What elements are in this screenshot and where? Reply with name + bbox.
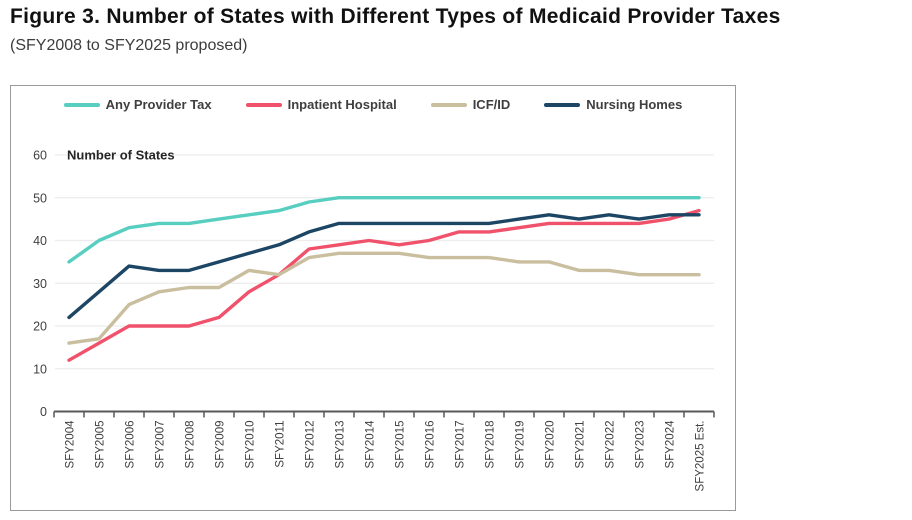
legend-label-nursing-homes: Nursing Homes bbox=[586, 97, 683, 112]
legend-item-icf-id: ICF/ID bbox=[430, 97, 511, 112]
x-tick-label: SFY2011 bbox=[275, 421, 287, 468]
chart-legend: Any Provider Tax Inpatient Hospital ICF/… bbox=[11, 97, 735, 112]
x-tick-label: SFY2007 bbox=[155, 421, 167, 469]
x-tick-label: SFY2012 bbox=[305, 421, 317, 469]
x-tick-label: SFY2023 bbox=[635, 421, 647, 469]
x-tick-label: SFY2021 bbox=[575, 421, 587, 469]
y-tick-label: 30 bbox=[33, 277, 47, 291]
legend-swatch-nursing-homes bbox=[544, 102, 581, 107]
y-tick-label: 0 bbox=[40, 405, 47, 419]
x-tick-label: SFY2018 bbox=[485, 421, 497, 469]
gridlines bbox=[55, 154, 714, 370]
x-tick-label: SFY2019 bbox=[515, 421, 527, 469]
x-tick-label: SFY2014 bbox=[365, 420, 377, 469]
x-tick-label: SFY2024 bbox=[665, 420, 677, 469]
x-tick-label: SFY2016 bbox=[425, 421, 437, 469]
y-tick-label: 20 bbox=[33, 320, 47, 334]
legend-swatch-inpatient-hospital bbox=[245, 102, 282, 107]
chart-container: Any Provider Tax Inpatient Hospital ICF/… bbox=[10, 85, 736, 511]
x-tick-label: SFY2020 bbox=[545, 421, 557, 469]
legend-item-any-provider-tax: Any Provider Tax bbox=[63, 97, 212, 112]
legend-item-inpatient-hospital: Inpatient Hospital bbox=[245, 97, 397, 112]
legend-swatch-any-provider-tax bbox=[63, 102, 100, 107]
x-tick-label: SFY2025 Est. bbox=[695, 421, 707, 492]
y-tick-label: 40 bbox=[33, 234, 47, 248]
x-axis-tick-labels: SFY2004 SFY2005 SFY2006 SFY2007 SFY2008 SFY20… bbox=[65, 420, 707, 492]
line-any-provider-tax bbox=[67, 195, 701, 264]
x-tick-label: SFY2010 bbox=[245, 421, 257, 469]
figure-subtitle: (SFY2008 to SFY2025 proposed) bbox=[10, 37, 248, 54]
legend-swatch-icf-id bbox=[430, 102, 467, 107]
x-tick-label: SFY2013 bbox=[335, 421, 347, 469]
legend-label-icf-id: ICF/ID bbox=[472, 97, 511, 112]
line-icf-id bbox=[67, 251, 701, 345]
x-tick-label: SFY2015 bbox=[395, 421, 407, 469]
x-tick-label: SFY2004 bbox=[65, 420, 77, 469]
x-tick-label: SFY2009 bbox=[215, 421, 227, 469]
x-tick-label: SFY2006 bbox=[125, 421, 137, 469]
x-tick-label: SFY2008 bbox=[185, 421, 197, 469]
y-tick-label: 60 bbox=[33, 149, 47, 163]
line-inpatient-hospital bbox=[67, 208, 701, 362]
legend-item-nursing-homes: Nursing Homes bbox=[544, 97, 682, 112]
x-tick-label: SFY2022 bbox=[605, 421, 617, 469]
y-tick-label: 50 bbox=[33, 191, 47, 205]
legend-label-any-provider-tax: Any Provider Tax bbox=[105, 97, 212, 112]
figure-title: Figure 3. Number of States with Differen… bbox=[10, 5, 781, 28]
line-nursing-homes bbox=[67, 213, 701, 320]
x-tick-label: SFY2017 bbox=[455, 421, 467, 469]
y-axis-tick-labels: 0 10 20 30 40 50 60 bbox=[33, 149, 47, 420]
legend-label-inpatient-hospital: Inpatient Hospital bbox=[287, 97, 397, 112]
x-axis bbox=[53, 410, 715, 418]
y-axis-title: Number of States bbox=[67, 148, 175, 163]
x-tick-label: SFY2005 bbox=[95, 421, 107, 469]
y-tick-label: 10 bbox=[33, 362, 47, 376]
